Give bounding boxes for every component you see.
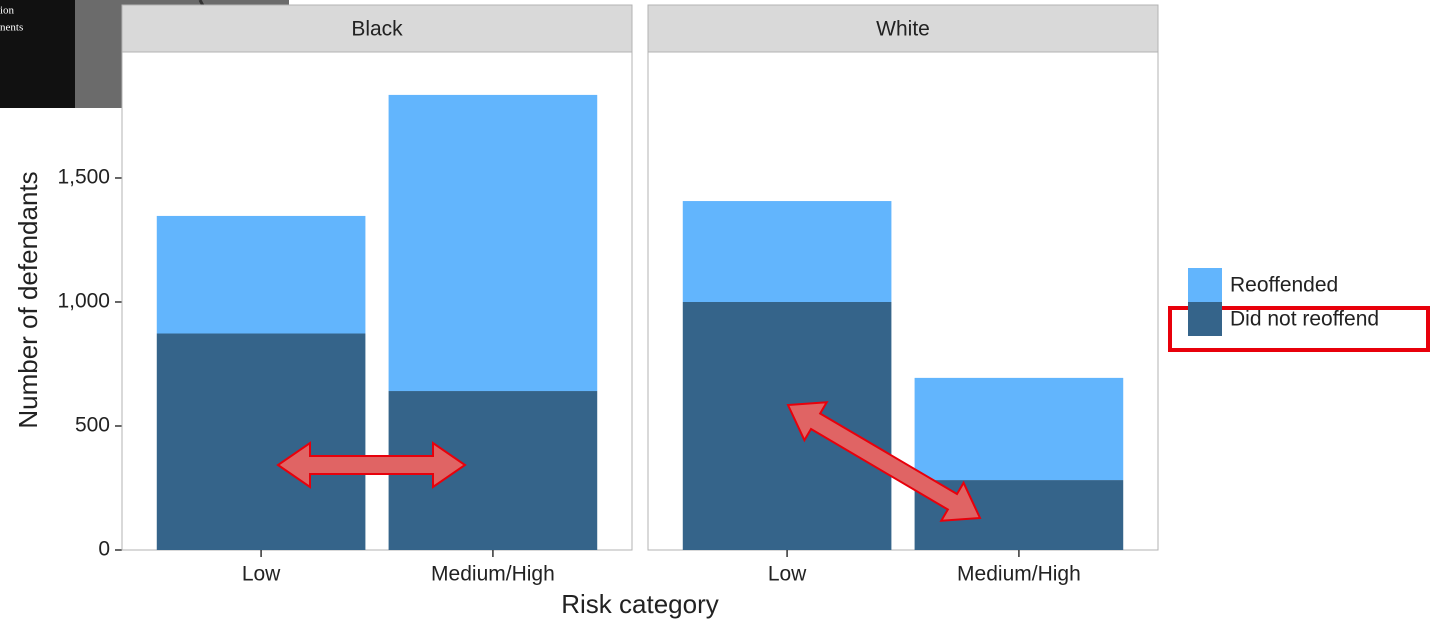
x-tick-label: Medium/High (957, 563, 1081, 586)
annotation-arrow (786, 401, 982, 522)
photo-text: ion (0, 5, 15, 17)
bar (156, 215, 366, 334)
bar (682, 301, 892, 550)
y-tick-label: 1,500 (57, 166, 110, 189)
annotation-arrow (276, 441, 467, 489)
strip-label: Black (351, 18, 403, 41)
bar (388, 94, 598, 392)
highlight-box (1168, 306, 1430, 352)
x-axis-label: Risk category (561, 589, 719, 619)
bar (914, 377, 1124, 481)
y-tick-label: 1,000 (57, 290, 110, 313)
legend-label: Did not reoffend (1230, 308, 1379, 331)
y-axis-label: Number of defendants (13, 171, 43, 428)
x-tick-label: Medium/High (431, 563, 555, 586)
strip (121, 4, 633, 53)
photo-text: nents (0, 22, 23, 34)
legend-label: Reoffended (1230, 274, 1338, 297)
x-tick-label: Low (242, 563, 281, 586)
bar (156, 333, 366, 550)
x-tick-label: Low (768, 563, 807, 586)
legend-swatch (1188, 302, 1222, 336)
y-tick-label: 0 (98, 538, 110, 561)
photo-dark (0, 0, 75, 108)
y-tick-label: 500 (75, 414, 110, 437)
bar (682, 201, 892, 302)
strip-label: White (876, 18, 930, 41)
legend-swatch (1188, 268, 1222, 302)
